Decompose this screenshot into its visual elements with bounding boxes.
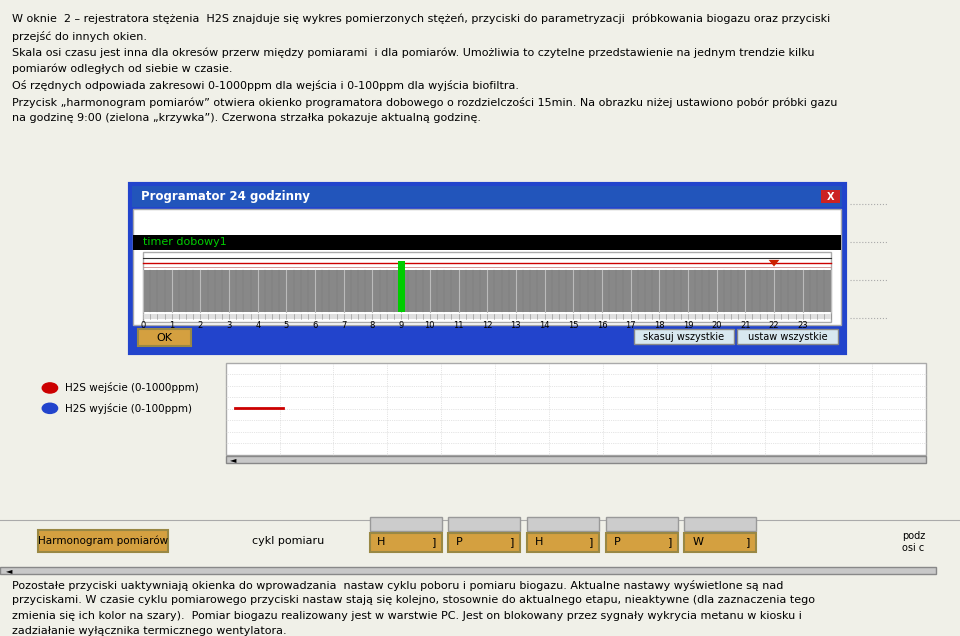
Text: ◄: ◄ [230, 455, 237, 464]
Text: Programator 24 godzinny: Programator 24 godzinny [141, 190, 310, 203]
Text: cykl pomiaru: cykl pomiaru [252, 536, 324, 546]
Text: ustaw wszystkie: ustaw wszystkie [748, 332, 828, 342]
FancyBboxPatch shape [138, 329, 191, 346]
Text: P: P [456, 537, 463, 547]
Text: 11: 11 [453, 321, 464, 329]
Text: 0: 0 [140, 321, 146, 329]
Text: pomiarów odległych od siebie w czasie.: pomiarów odległych od siebie w czasie. [12, 64, 232, 74]
Text: OK: OK [156, 333, 173, 343]
Text: ]: ] [588, 537, 593, 547]
FancyBboxPatch shape [737, 329, 838, 344]
Text: podz
osi c: podz osi c [902, 532, 925, 553]
Text: ]: ] [746, 537, 751, 547]
Text: Harmonogram pomiarów: Harmonogram pomiarów [38, 536, 168, 546]
FancyBboxPatch shape [684, 532, 756, 551]
Text: 21: 21 [740, 321, 751, 329]
FancyBboxPatch shape [397, 261, 404, 312]
FancyBboxPatch shape [606, 532, 678, 551]
FancyBboxPatch shape [448, 516, 520, 530]
Text: Skala osi czasu jest inna dla okresów przerw między pomiarami  i dla pomiarów. U: Skala osi czasu jest inna dla okresów pr… [12, 47, 814, 58]
FancyBboxPatch shape [226, 456, 926, 463]
Circle shape [42, 383, 58, 393]
Text: P: P [613, 537, 620, 547]
Text: przyciskami. W czasie cyklu pomiarowego przyciski nastaw stają się kolejno, stos: przyciskami. W czasie cyklu pomiarowego … [12, 595, 814, 605]
FancyBboxPatch shape [0, 567, 936, 574]
Text: Oś rzędnych odpowiada zakresowi 0-1000ppm dla wejścia i 0-100ppm dla wyjścia bio: Oś rzędnych odpowiada zakresowi 0-1000pp… [12, 80, 518, 91]
Text: 23: 23 [798, 321, 808, 329]
Text: 2: 2 [198, 321, 203, 329]
FancyBboxPatch shape [684, 516, 756, 530]
FancyBboxPatch shape [370, 516, 442, 530]
FancyBboxPatch shape [527, 532, 599, 551]
FancyBboxPatch shape [143, 252, 831, 322]
FancyBboxPatch shape [606, 516, 678, 530]
Text: Przycisk „harmonogram pomiarów” otwiera okienko programatora dobowego o rozdziel: Przycisk „harmonogram pomiarów” otwiera … [12, 97, 837, 107]
Text: przejść do innych okien.: przejść do innych okien. [12, 31, 147, 41]
Text: H2S wejście (0-1000ppm): H2S wejście (0-1000ppm) [65, 382, 199, 394]
FancyBboxPatch shape [132, 186, 842, 207]
Text: zadziałanie wyłącznika termicznego wentylatora.: zadziałanie wyłącznika termicznego wenty… [12, 626, 286, 636]
Text: H: H [377, 537, 386, 547]
FancyBboxPatch shape [38, 530, 168, 551]
FancyBboxPatch shape [143, 314, 831, 319]
FancyBboxPatch shape [133, 209, 841, 325]
Text: 15: 15 [568, 321, 579, 329]
Text: 19: 19 [683, 321, 693, 329]
Text: 17: 17 [625, 321, 636, 329]
FancyBboxPatch shape [634, 329, 734, 344]
Text: 18: 18 [654, 321, 664, 329]
Text: 20: 20 [711, 321, 722, 329]
Text: 7: 7 [341, 321, 347, 329]
Text: ]: ] [510, 537, 515, 547]
Text: 9: 9 [398, 321, 404, 329]
Text: 16: 16 [596, 321, 608, 329]
FancyBboxPatch shape [448, 532, 520, 551]
Text: H2S wyjście (0-100ppm): H2S wyjście (0-100ppm) [65, 403, 192, 414]
Text: 10: 10 [424, 321, 435, 329]
FancyBboxPatch shape [226, 363, 926, 455]
Text: H: H [535, 537, 543, 547]
FancyBboxPatch shape [0, 520, 960, 567]
FancyBboxPatch shape [527, 516, 599, 530]
Text: Pozostałe przyciski uaktywniają okienka do wprowadzania  nastaw cyklu poboru i p: Pozostałe przyciski uaktywniają okienka … [12, 580, 783, 591]
Text: 1: 1 [169, 321, 175, 329]
Text: W: W [692, 537, 703, 547]
Text: ]: ] [667, 537, 672, 547]
FancyBboxPatch shape [370, 532, 442, 551]
Text: X: X [827, 191, 834, 202]
Text: 4: 4 [255, 321, 260, 329]
FancyBboxPatch shape [130, 184, 845, 353]
Text: 13: 13 [511, 321, 521, 329]
Text: zmienia się ich kolor na szary).  Pomiar biogazu realizowany jest w warstwie PC.: zmienia się ich kolor na szary). Pomiar … [12, 611, 802, 621]
Text: ]: ] [431, 537, 436, 547]
Polygon shape [769, 260, 780, 266]
Text: 5: 5 [284, 321, 289, 329]
Text: 12: 12 [482, 321, 492, 329]
FancyBboxPatch shape [143, 270, 831, 312]
Text: 14: 14 [540, 321, 550, 329]
Circle shape [42, 403, 58, 413]
Text: 3: 3 [227, 321, 231, 329]
Text: W oknie  2 – rejestratora stężenia  H2S znajduje się wykres pomierzonych stężeń,: W oknie 2 – rejestratora stężenia H2S zn… [12, 14, 829, 25]
Text: 22: 22 [769, 321, 780, 329]
Text: 6: 6 [312, 321, 318, 329]
Text: 8: 8 [370, 321, 375, 329]
Text: skasuj wszystkie: skasuj wszystkie [643, 332, 725, 342]
Text: na godzinę 9:00 (zielona „krzywka”). Czerwona strzałka pokazuje aktualną godzinę: na godzinę 9:00 (zielona „krzywka”). Cze… [12, 113, 481, 123]
Text: timer dobowy1: timer dobowy1 [143, 237, 227, 247]
FancyBboxPatch shape [821, 190, 840, 203]
FancyBboxPatch shape [133, 235, 841, 250]
Text: ◄: ◄ [6, 566, 12, 575]
